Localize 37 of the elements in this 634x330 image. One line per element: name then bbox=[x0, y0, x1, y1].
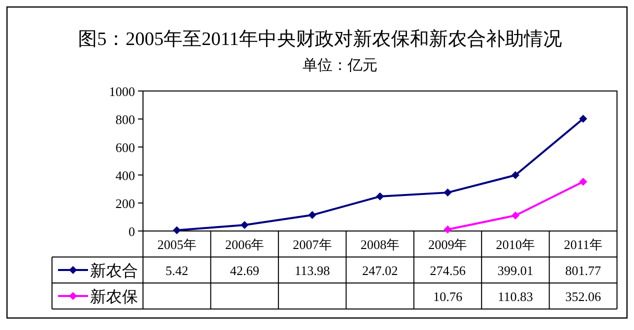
point bbox=[308, 211, 316, 220]
data-label: 399.01 bbox=[498, 263, 534, 278]
x-tick-label: 2007年 bbox=[292, 237, 332, 252]
point bbox=[444, 188, 452, 197]
point bbox=[240, 221, 249, 230]
legend-label: 新农保 bbox=[90, 288, 138, 306]
data-label: 5.42 bbox=[165, 263, 188, 278]
point bbox=[511, 171, 520, 180]
y-tick-label: 0 bbox=[128, 224, 135, 239]
x-tick-label: 2006年 bbox=[225, 237, 264, 252]
data-label: 274.56 bbox=[430, 263, 466, 278]
data-label: 801.77 bbox=[565, 263, 602, 278]
y-tick-label: 200 bbox=[116, 196, 135, 211]
chart-subtitle: 单位：亿元 bbox=[302, 57, 378, 74]
point bbox=[579, 178, 588, 186]
point bbox=[172, 226, 181, 234]
legend-label: 新农合 bbox=[90, 262, 138, 280]
y-tick-label: 400 bbox=[116, 168, 135, 183]
chart-title: 图5：2005年至2011年中央财政对新农保和新农合补助情况 bbox=[78, 28, 562, 50]
x-tick-label: 2008年 bbox=[360, 237, 400, 252]
y-tick-label: 800 bbox=[116, 112, 135, 127]
x-tick-label: 2009年 bbox=[428, 237, 468, 252]
data-label: 110.83 bbox=[498, 289, 534, 304]
x-tick-label: 2005年 bbox=[157, 237, 196, 252]
point bbox=[376, 192, 384, 200]
point bbox=[579, 114, 588, 123]
point bbox=[511, 211, 520, 220]
x-tick-label: 2010年 bbox=[496, 237, 535, 252]
x-tick-label: 2011年 bbox=[564, 237, 602, 252]
point bbox=[444, 225, 452, 234]
data-label: 113.98 bbox=[294, 263, 330, 278]
data-label: 10.76 bbox=[433, 289, 463, 304]
data-label: 42.69 bbox=[230, 263, 260, 278]
y-tick-label: 1000 bbox=[109, 84, 135, 99]
data-label: 352.06 bbox=[565, 289, 602, 304]
data-label: 247.02 bbox=[362, 263, 398, 278]
y-tick-label: 600 bbox=[116, 140, 135, 155]
